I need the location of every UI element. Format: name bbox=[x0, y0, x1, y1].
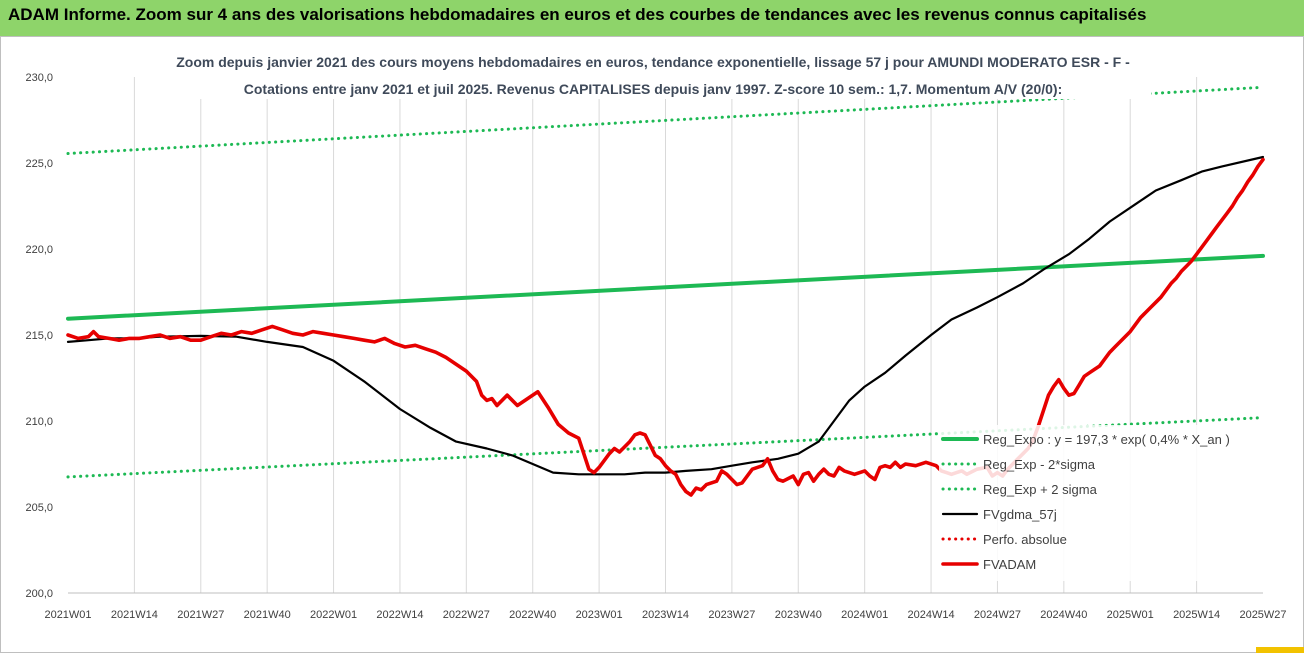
x-tick-label: 2021W40 bbox=[244, 609, 291, 621]
x-tick-label: 2024W01 bbox=[841, 609, 888, 621]
x-tick-label: 2021W27 bbox=[177, 609, 224, 621]
legend-label: Reg_Exp - 2*sigma bbox=[983, 457, 1096, 472]
legend-label: FVADAM bbox=[983, 557, 1036, 572]
x-tick-label: 2024W27 bbox=[974, 609, 1021, 621]
legend-label: Reg_Exp + 2 sigma bbox=[983, 482, 1098, 497]
legend-label: Reg_Expo : y = 197,3 * exp( 0,4% * X_an … bbox=[983, 432, 1230, 447]
y-tick-label: 230,0 bbox=[25, 72, 53, 84]
chart-title-line1: Zoom depuis janvier 2021 des cours moyen… bbox=[176, 54, 1130, 70]
x-tick-label: 2021W14 bbox=[111, 609, 158, 621]
y-tick-label: 210,0 bbox=[25, 416, 53, 428]
x-tick-label: 2023W27 bbox=[708, 609, 755, 621]
y-tick-label: 220,0 bbox=[25, 244, 53, 256]
x-tick-label: 2024W40 bbox=[1040, 609, 1087, 621]
x-tick-label: 2024W14 bbox=[908, 609, 955, 621]
chart-frame: 2021W01 2021W14 2021W27 2021W40 2022W01 2022W… bbox=[0, 36, 1304, 653]
y-tick-label: 225,0 bbox=[25, 158, 53, 170]
x-tick-label: 2021W01 bbox=[44, 609, 91, 621]
x-tick-label: 2023W01 bbox=[576, 609, 623, 621]
report-header: ADAM Informe. Zoom sur 4 ans des valoris… bbox=[0, 0, 1304, 36]
x-tick-label: 2022W14 bbox=[376, 609, 423, 621]
chart-title: Zoom depuis janvier 2021 des cours moyen… bbox=[151, 49, 1151, 99]
report-title: ADAM Informe. Zoom sur 4 ans des valoris… bbox=[0, 0, 1304, 25]
legend-label: FVgdma_57j bbox=[983, 507, 1057, 522]
chart-legend: Reg_Expo : y = 197,3 * exp( 0,4% * X_an … bbox=[939, 425, 1259, 581]
x-tick-label: 2022W27 bbox=[443, 609, 490, 621]
chart-title-line2: Cotations entre janv 2021 et juil 2025. … bbox=[244, 81, 1063, 97]
line-chart: 2021W01 2021W14 2021W27 2021W40 2022W01 2022W… bbox=[1, 37, 1303, 652]
x-tick-label: 2025W01 bbox=[1107, 609, 1154, 621]
y-tick-label: 205,0 bbox=[25, 502, 53, 514]
x-tick-label: 2025W14 bbox=[1173, 609, 1220, 621]
corner-mark bbox=[1256, 647, 1304, 653]
y-tick-label: 215,0 bbox=[25, 330, 53, 342]
legend-label: Perfo. absolue bbox=[983, 532, 1067, 547]
x-tick-label: 2025W27 bbox=[1239, 609, 1286, 621]
x-tick-label: 2022W01 bbox=[310, 609, 357, 621]
y-tick-label: 200,0 bbox=[25, 588, 53, 600]
x-tick-label: 2023W14 bbox=[642, 609, 689, 621]
x-tick-label: 2023W40 bbox=[775, 609, 822, 621]
x-tick-label: 2022W40 bbox=[509, 609, 556, 621]
